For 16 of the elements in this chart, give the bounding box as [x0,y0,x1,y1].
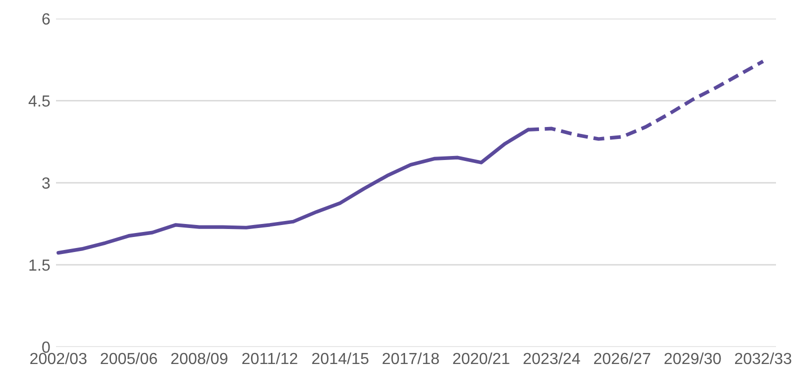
x-tick-label: 2002/03 [30,352,87,364]
x-tick-label: 2005/06 [100,352,157,364]
x-tick-label: 2032/33 [735,352,792,364]
x-tick-label: 2011/12 [242,352,298,364]
x-tick-label: 2008/09 [171,352,228,364]
x-tick-label: 2014/15 [312,352,368,364]
x-tick-label: 2017/18 [382,352,439,364]
x-tick-label: 2020/21 [453,352,510,364]
x-tick-label: 2023/24 [524,352,580,364]
y-tick-label: 6 [42,13,50,25]
y-tick-label: 1.5 [29,260,50,271]
x-tick-label: 2029/30 [664,352,721,364]
x-tick-label: 2026/27 [594,352,650,364]
y-tick-label: 4.5 [28,96,50,107]
y-tick-label: 3 [42,177,50,189]
y-tick-label: 0 [42,342,50,353]
